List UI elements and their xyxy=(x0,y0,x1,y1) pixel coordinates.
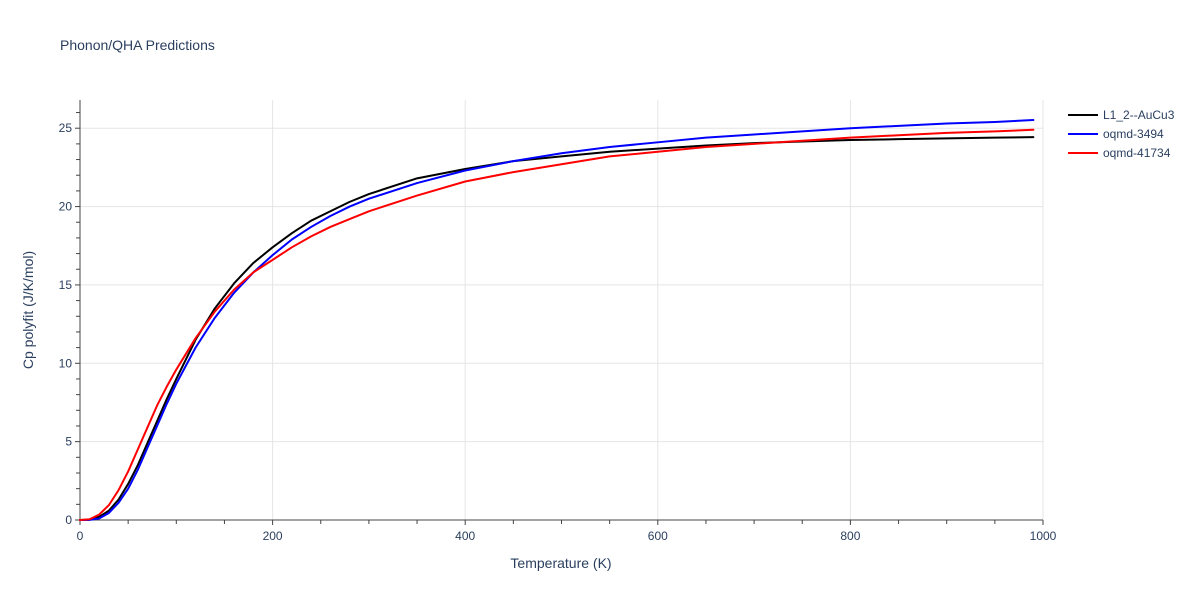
series-line-2[interactable] xyxy=(79,128,1035,521)
legend-item-0[interactable]: L1_2--AuCu3 xyxy=(1068,108,1175,122)
plot-area[interactable] xyxy=(79,119,1035,521)
x-tick-label: 1000 xyxy=(1030,529,1057,543)
x-tick-label: 600 xyxy=(648,529,668,543)
x-tick-label: 400 xyxy=(455,529,475,543)
series-line-1[interactable] xyxy=(79,119,1035,521)
legend-label: oqmd-41734 xyxy=(1103,146,1171,160)
x-tick-label: 0 xyxy=(77,529,84,543)
x-tick-label: 800 xyxy=(840,529,860,543)
y-tick-label: 0 xyxy=(65,513,72,527)
y-tick-label: 10 xyxy=(59,356,73,370)
x-tick-label: 200 xyxy=(263,529,283,543)
legend[interactable]: L1_2--AuCu3 oqmd-3494 oqmd-41734 xyxy=(1068,108,1175,160)
y-axis-title: Cp polyfit (J/K/mol) xyxy=(20,251,36,369)
y-tick-label: 5 xyxy=(65,435,72,449)
tick-labels: 0 200 400 600 800 1000 0 5 10 15 20 25 xyxy=(59,121,1057,543)
grid-lines xyxy=(80,100,1044,520)
legend-item-1[interactable]: oqmd-3494 xyxy=(1068,127,1164,141)
legend-item-2[interactable]: oqmd-41734 xyxy=(1068,146,1171,160)
legend-label: oqmd-3494 xyxy=(1103,127,1164,141)
x-axis-title: Temperature (K) xyxy=(510,555,611,571)
axes xyxy=(75,100,1044,525)
legend-label: L1_2--AuCu3 xyxy=(1103,108,1175,122)
series-line-0[interactable] xyxy=(79,136,1035,521)
y-tick-label: 25 xyxy=(59,121,73,135)
y-tick-label: 20 xyxy=(59,200,73,214)
chart-title: Phonon/QHA Predictions xyxy=(60,37,215,53)
y-tick-label: 15 xyxy=(59,278,73,292)
